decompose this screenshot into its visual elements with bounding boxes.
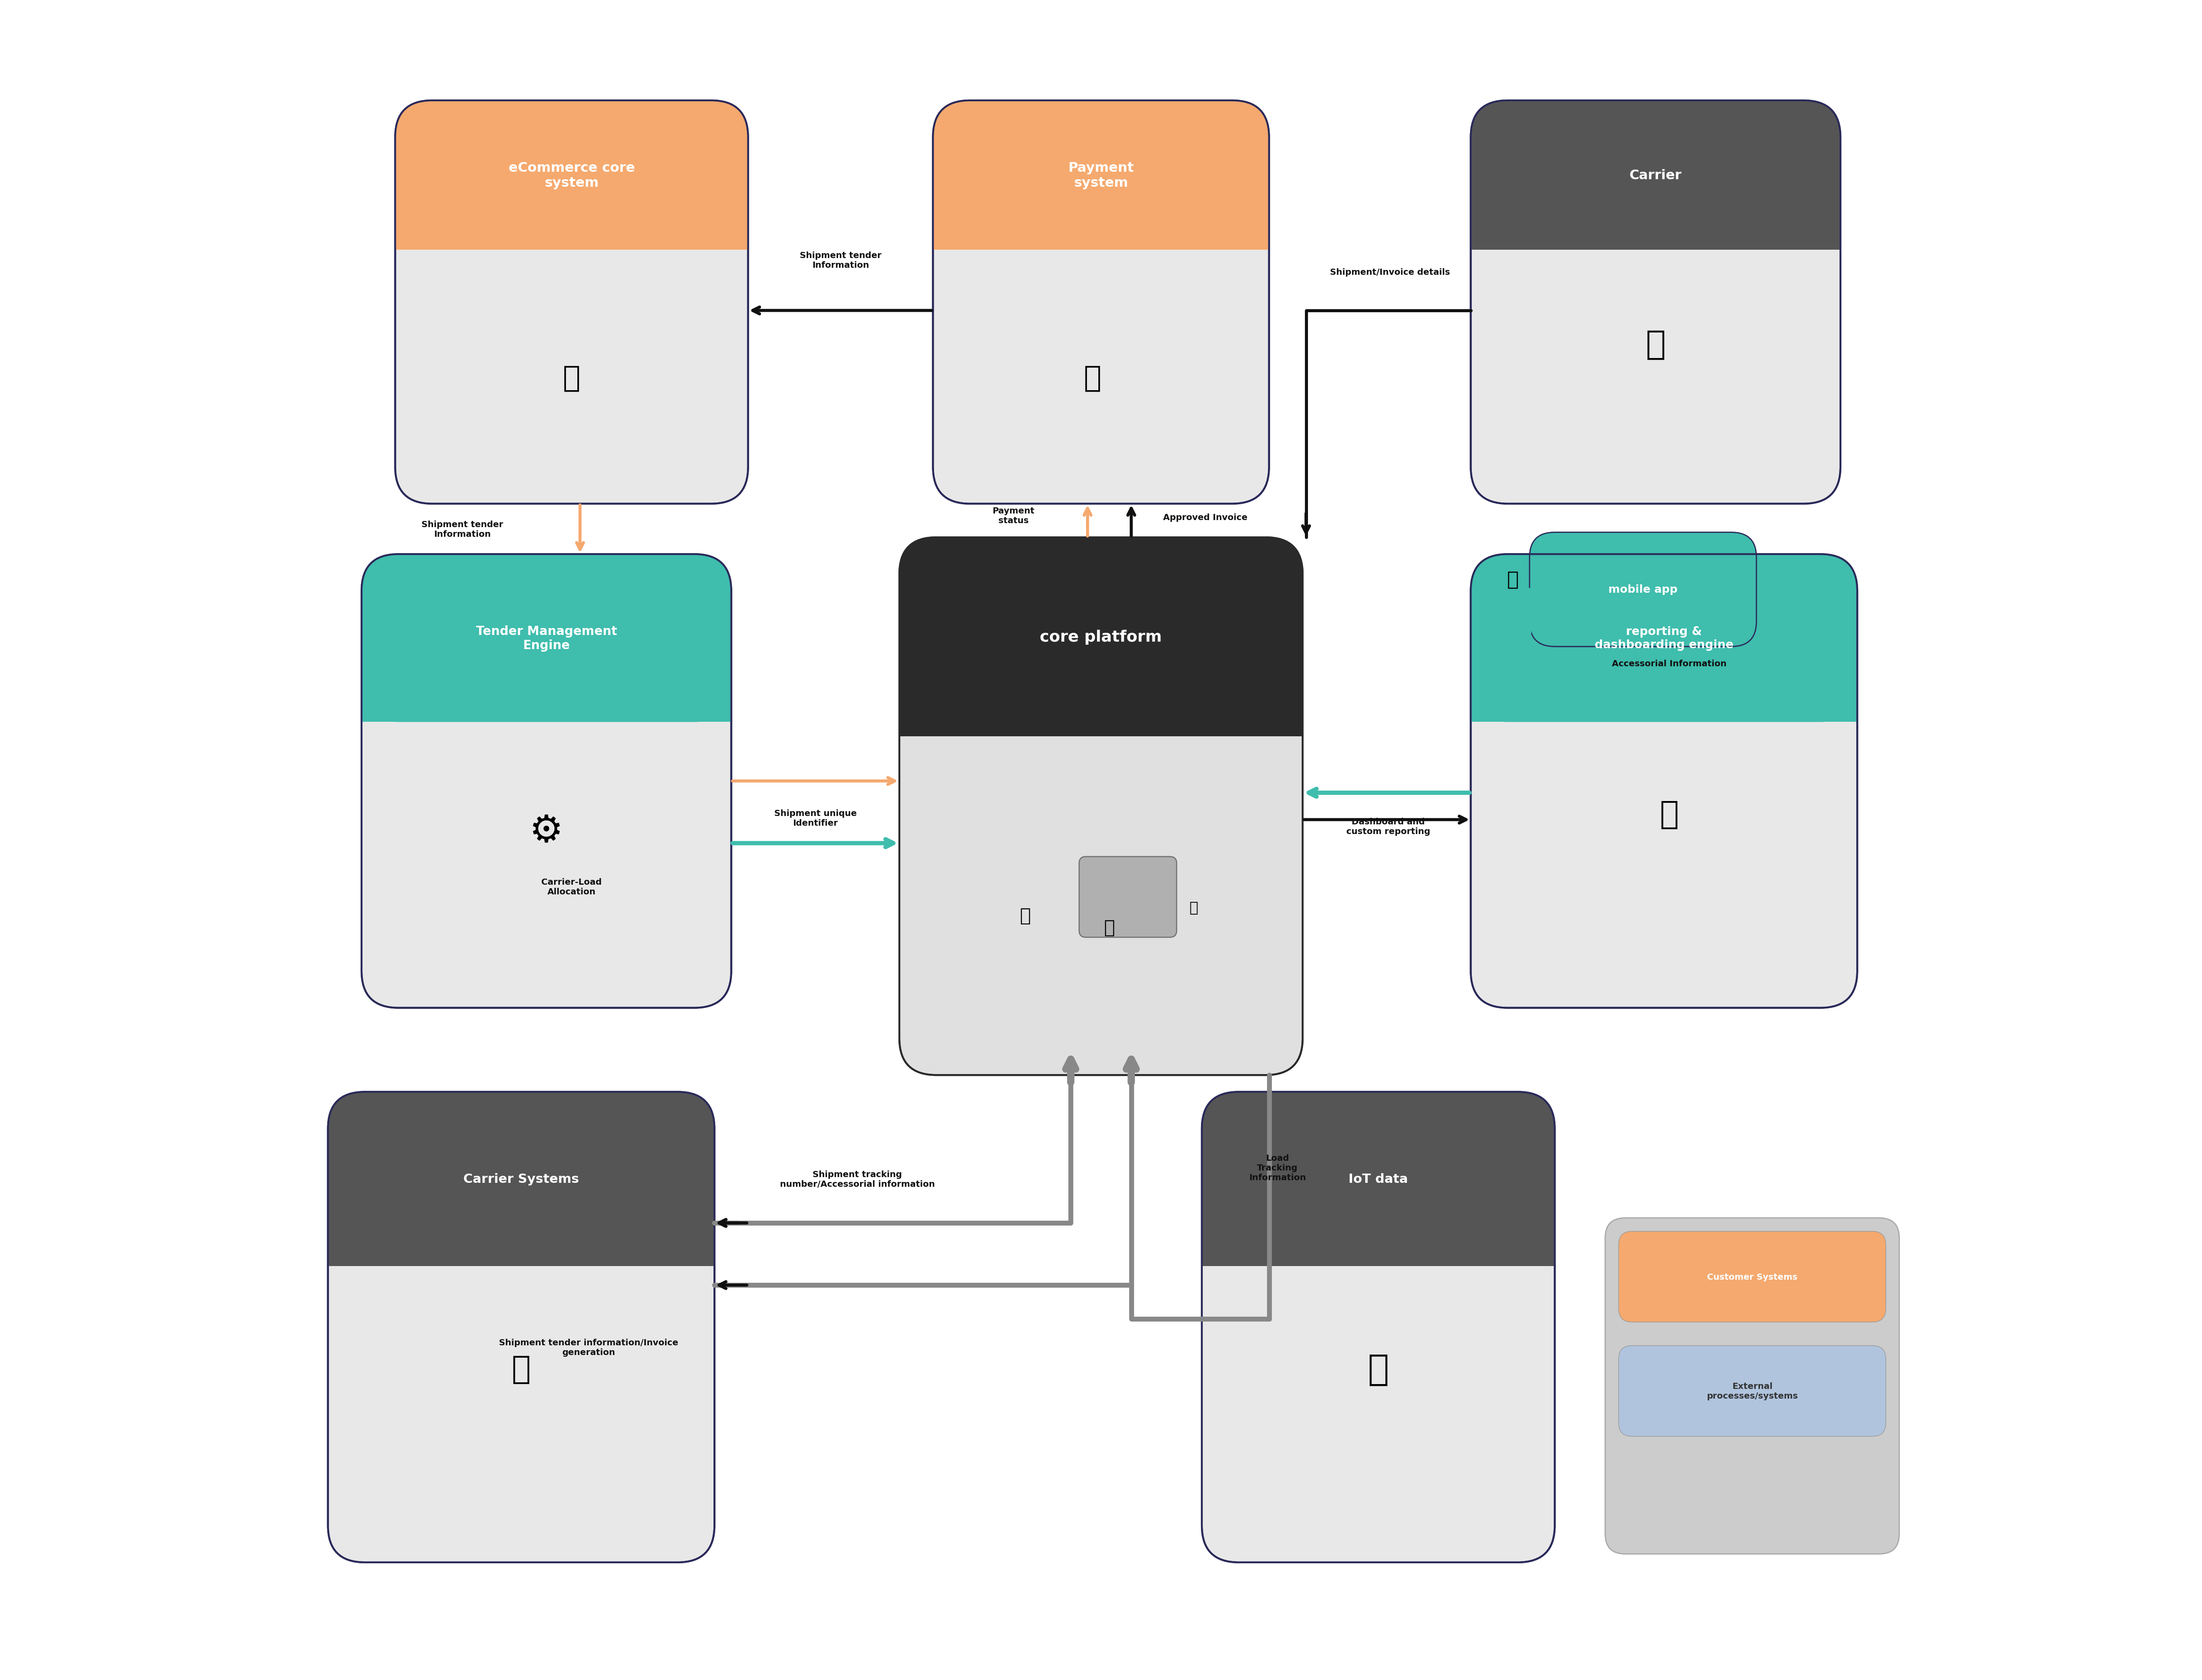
Text: eCommerce core
system: eCommerce core system — [509, 161, 634, 190]
Text: reporting &
dashboarding engine: reporting & dashboarding engine — [1594, 627, 1733, 650]
Text: Shipment/Invoice details: Shipment/Invoice details — [1330, 269, 1451, 276]
FancyBboxPatch shape — [361, 554, 731, 722]
FancyBboxPatch shape — [1605, 1218, 1900, 1554]
Text: Load
Tracking
Information: Load Tracking Information — [1249, 1154, 1306, 1181]
Text: 📋: 📋 — [511, 1354, 531, 1384]
FancyBboxPatch shape — [934, 101, 1268, 250]
Text: External
processes/systems: External processes/systems — [1707, 1383, 1797, 1399]
Text: Shipment tender
Information: Shipment tender Information — [799, 252, 881, 269]
FancyBboxPatch shape — [1079, 857, 1176, 937]
Bar — [394, 168, 749, 250]
FancyBboxPatch shape — [934, 101, 1268, 504]
Text: Carrier Systems: Carrier Systems — [462, 1173, 579, 1184]
FancyBboxPatch shape — [898, 538, 1304, 736]
FancyBboxPatch shape — [1471, 554, 1856, 1008]
Text: Payment
system: Payment system — [1068, 161, 1134, 190]
Bar — [1471, 168, 1841, 250]
Text: Approved Invoice: Approved Invoice — [1163, 514, 1246, 521]
Bar — [1471, 630, 1856, 722]
FancyBboxPatch shape — [1618, 1231, 1885, 1322]
Text: ⚙️: ⚙️ — [528, 813, 564, 850]
Text: 📍: 📍 — [1189, 900, 1198, 914]
Text: IoT data: IoT data — [1348, 1173, 1407, 1184]
Text: Dashboard and
custom reporting: Dashboard and custom reporting — [1345, 818, 1431, 835]
FancyBboxPatch shape — [394, 101, 749, 504]
Text: 📊: 📊 — [1660, 800, 1678, 830]
Text: 📍: 📍 — [1020, 906, 1031, 926]
Text: Tender Management
Engine: Tender Management Engine — [476, 625, 617, 652]
FancyBboxPatch shape — [1471, 101, 1841, 504]
Text: Payment
status: Payment status — [993, 507, 1035, 524]
Text: mobile app: mobile app — [1607, 585, 1678, 595]
Text: Shipment tracking
number/Accessorial information: Shipment tracking number/Accessorial inf… — [780, 1171, 936, 1188]
Bar — [328, 1171, 713, 1267]
Text: Shipment tender information/Invoice
generation: Shipment tender information/Invoice gene… — [500, 1339, 678, 1356]
FancyBboxPatch shape — [1202, 1092, 1555, 1562]
FancyBboxPatch shape — [898, 538, 1304, 1075]
FancyBboxPatch shape — [1202, 1092, 1555, 1267]
FancyBboxPatch shape — [394, 101, 749, 250]
FancyBboxPatch shape — [361, 554, 731, 1008]
Text: Shape Legend: Shape Legend — [1711, 1245, 1795, 1255]
Text: 🏠: 🏠 — [1103, 917, 1114, 937]
Text: Accessorial Information: Accessorial Information — [1612, 660, 1726, 667]
Bar — [898, 627, 1304, 736]
Bar — [934, 168, 1268, 250]
Text: Customer Systems: Customer Systems — [1707, 1273, 1797, 1280]
Text: 💻: 💻 — [564, 363, 581, 393]
Text: 💻: 💻 — [1083, 363, 1101, 393]
Text: 👆: 👆 — [1506, 570, 1519, 590]
Text: Carrier: Carrier — [1629, 170, 1682, 181]
Bar — [361, 630, 731, 722]
FancyBboxPatch shape — [328, 1092, 713, 1562]
Text: 📍: 📍 — [1367, 1352, 1389, 1386]
FancyBboxPatch shape — [1471, 554, 1856, 722]
Bar — [1202, 1171, 1555, 1267]
FancyBboxPatch shape — [1530, 533, 1757, 647]
FancyBboxPatch shape — [1471, 101, 1841, 250]
Text: Shipment tender
Information: Shipment tender Information — [421, 521, 504, 538]
Text: core platform: core platform — [1039, 630, 1163, 645]
FancyBboxPatch shape — [328, 1092, 713, 1267]
Text: 🚚: 🚚 — [1645, 328, 1665, 361]
FancyBboxPatch shape — [1618, 1346, 1885, 1436]
Text: Carrier-Load
Allocation: Carrier-Load Allocation — [542, 879, 601, 895]
Text: Shipment unique
Identifier: Shipment unique Identifier — [775, 810, 857, 827]
